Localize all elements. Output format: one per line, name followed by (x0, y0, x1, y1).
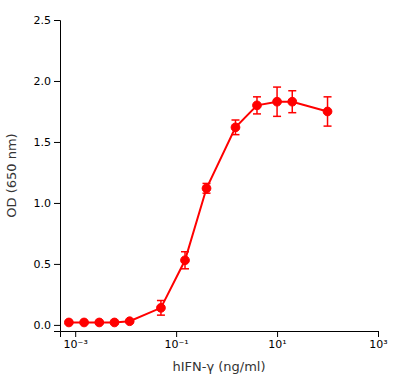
plot: 10⁻³ 10⁻¹ 10¹ 10³ 0.0 0.5 1.0 1.5 2.0 2.5 hIFN-γ (… (4, 14, 388, 374)
x-tick: 10¹ (268, 331, 286, 351)
point (125, 317, 134, 326)
error-bar (288, 91, 296, 113)
point (157, 303, 166, 312)
y-tick-mark (54, 81, 60, 82)
error-bar (203, 183, 211, 193)
chart: 10⁻³ 10⁻¹ 10¹ 10³ 0.0 0.5 1.0 1.5 2.0 2.5 hIFN-γ (… (0, 0, 400, 383)
error-bar (231, 120, 239, 135)
error-bar-cap (181, 268, 189, 270)
y-tick-label: 2.0 (34, 75, 52, 88)
y-tick-mark (54, 203, 60, 204)
y-axis-line (54, 21, 61, 332)
y-tick: 1.0 (34, 197, 61, 210)
x-tick: 10³ (369, 331, 387, 351)
y-tick-label: 2.5 (34, 14, 52, 27)
error-bar (157, 301, 165, 316)
y-tick-mark (54, 325, 60, 326)
x-tick-mark (176, 331, 177, 337)
y-tick: 0.0 (34, 319, 61, 332)
y-tick: 0.5 (34, 258, 61, 271)
x-tick-mark (75, 331, 76, 337)
y-tick-label: 0.0 (34, 319, 52, 332)
y-tick-label: 1.0 (34, 197, 52, 210)
x-axis-title: hIFN-γ (ng/ml) (172, 359, 265, 374)
y-axis: 0.0 0.5 1.0 1.5 2.0 2.5 (34, 14, 61, 332)
point (110, 318, 119, 327)
point (253, 101, 262, 110)
series (65, 87, 332, 327)
error-bar-cap (231, 134, 239, 136)
error-bar-cap (181, 251, 189, 253)
y-tick: 2.5 (34, 14, 61, 27)
error-bar-cap (253, 96, 261, 98)
error-bar (273, 87, 281, 116)
point (202, 184, 211, 193)
error-bar-cap (157, 314, 165, 316)
y-tick: 2.0 (34, 75, 61, 88)
x-tick: 10⁻³ (64, 331, 88, 351)
point (65, 318, 74, 327)
y-tick-label: 0.5 (34, 258, 52, 271)
x-tick-label: 10¹ (268, 338, 286, 351)
error-bar-cap (324, 96, 332, 98)
x-tick-mark (277, 331, 278, 337)
y-tick-mark (54, 264, 60, 265)
error-bar-cap (253, 113, 261, 115)
y-tick: 1.5 (34, 136, 61, 149)
x-tick-label: 10⁻¹ (165, 338, 189, 351)
point (273, 97, 282, 106)
error-bar (324, 97, 332, 126)
x-axis: 10⁻³ 10⁻¹ 10¹ 10³ (61, 331, 388, 351)
x-tick-mark (378, 331, 379, 337)
error-bar-cap (288, 112, 296, 114)
x-axis-line (61, 332, 379, 338)
x-tick-label: 10⁻³ (64, 338, 88, 351)
error-bar-cap (231, 119, 239, 121)
y-axis-title: OD (650 nm) (4, 133, 19, 217)
error-bar-cap (288, 90, 296, 92)
x-tick-label: 10³ (369, 338, 387, 351)
y-tick-label: 1.5 (34, 136, 52, 149)
point (231, 123, 240, 132)
error-bar (181, 252, 189, 269)
error-bar (253, 97, 261, 114)
error-bar-cap (273, 116, 281, 118)
point (80, 318, 89, 327)
line (69, 102, 328, 323)
point (323, 107, 332, 116)
x-tick: 10⁻¹ (165, 331, 189, 351)
error-bar-cap (324, 125, 332, 127)
point (95, 318, 104, 327)
y-tick-mark (54, 142, 60, 143)
error-bar-cap (273, 86, 281, 88)
point (181, 256, 190, 265)
y-tick-mark (54, 20, 60, 21)
error-bar-cap (157, 300, 165, 302)
point (288, 97, 297, 106)
